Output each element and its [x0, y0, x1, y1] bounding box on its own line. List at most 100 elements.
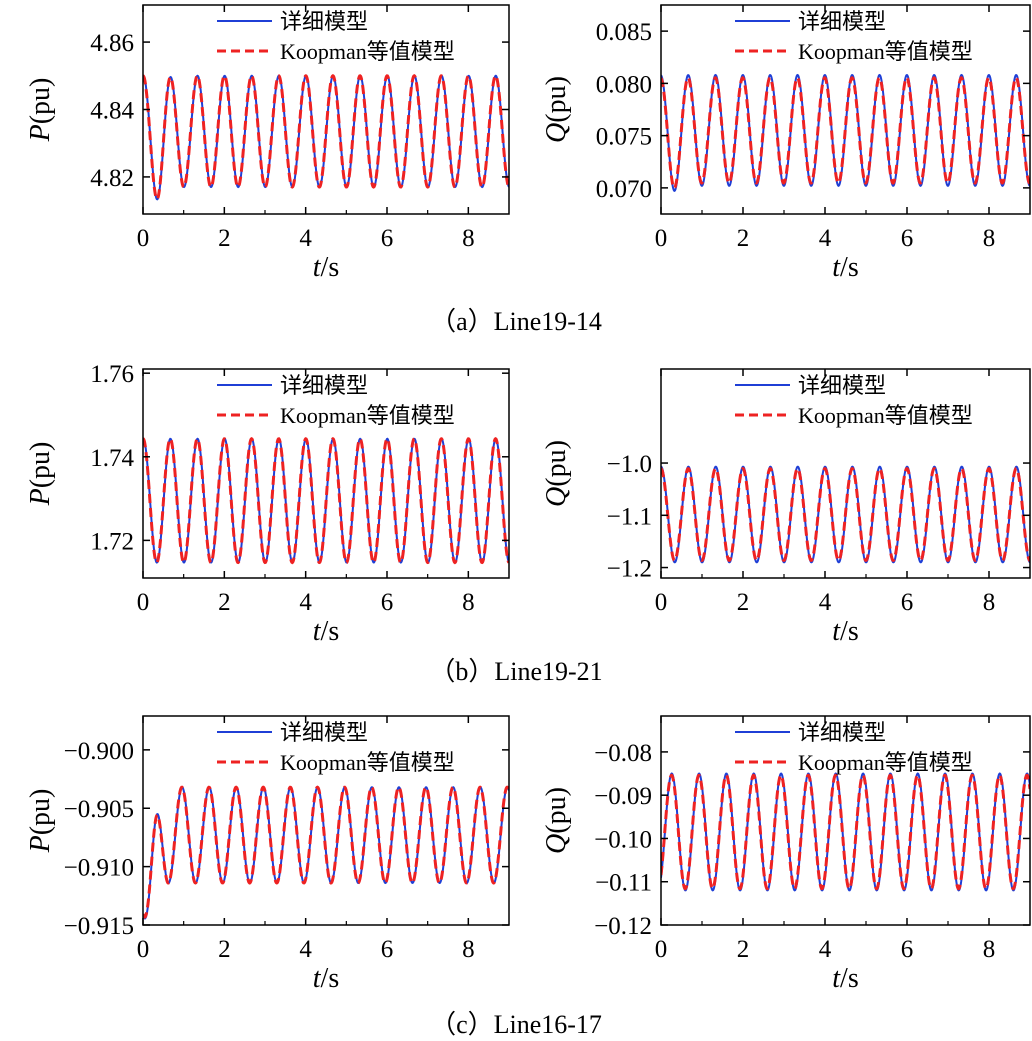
chart-c-Q: 0 2 4 6 8 −0.12 −0.11 −0.10 −0.09 −0.08 t/s Q(pu) 详细… [541, 715, 1031, 994]
plot-frame [142, 715, 510, 926]
legend-label-detailed: 详细模型 [798, 720, 886, 745]
y-tick-label: 0.075 [596, 124, 652, 151]
y-tick-label: 0.085 [596, 19, 652, 46]
series-line-koopman [661, 76, 1030, 190]
x-tick-label: 4 [299, 225, 312, 252]
x-tick-label: 2 [737, 225, 750, 252]
y-tick-label: 0.080 [596, 71, 652, 98]
chart-a-P: 0 2 4 6 8 4.82 4.84 4.86 t/s P(pu) 详细模型 Koopman等值模型 [25, 4, 510, 283]
x-tick-label: 6 [381, 936, 394, 963]
chart-c-P: 0 2 4 6 8 −0.915 −0.910 −0.905 −0.900 t/s P(pu) 详细模… [25, 715, 510, 994]
series-line-koopman [143, 74, 509, 201]
legend-label-koopman: Koopman等值模型 [798, 750, 973, 775]
y-tick-label: 1.74 [90, 445, 134, 472]
plot-frame [660, 715, 1031, 926]
legend: 详细模型 Koopman等值模型 [735, 720, 973, 775]
x-tick-label: 8 [983, 589, 996, 616]
legend-label-koopman: Koopman等值模型 [280, 39, 455, 64]
panels: 0 2 4 6 8 4.82 4.84 4.86 t/s P(pu) 详细模型 Koopman等值模型… [25, 4, 1031, 994]
y-tick-label: −0.10 [594, 826, 652, 853]
series-line-koopman [143, 437, 509, 565]
x-axis-label: t/s [832, 252, 858, 283]
x-tick-label: 4 [819, 589, 832, 616]
y-tick-label: 1.76 [90, 361, 134, 388]
x-axis-label: t/s [832, 963, 858, 994]
y-axis-label: Q(pu) [541, 76, 572, 143]
plot-frame [660, 4, 1031, 215]
series-line-koopman [661, 466, 1030, 563]
x-tick-label: 2 [218, 936, 231, 963]
x-tick-label: 0 [137, 936, 150, 963]
y-tick-label: −0.915 [64, 913, 134, 940]
x-tick-label: 0 [137, 589, 150, 616]
y-axis-label: P(pu) [25, 78, 56, 143]
x-tick-label: 0 [137, 225, 150, 252]
plot-frame [142, 368, 510, 579]
y-tick-label: −0.12 [594, 913, 652, 940]
x-tick-label: 4 [819, 225, 832, 252]
x-tick-label: 8 [462, 589, 475, 616]
y-tick-label: 0.070 [596, 176, 652, 203]
x-tick-label: 2 [737, 936, 750, 963]
legend-label-detailed: 详细模型 [798, 9, 886, 34]
x-tick-label: 4 [819, 936, 832, 963]
legend-label-koopman: Koopman等值模型 [280, 750, 455, 775]
caption-c: （c）Line16-17 [430, 1010, 602, 1039]
x-tick-label: 2 [218, 589, 231, 616]
legend-label-koopman: Koopman等值模型 [798, 403, 973, 428]
y-tick-label: −0.900 [64, 738, 134, 765]
legend: 详细模型 Koopman等值模型 [735, 9, 973, 64]
y-tick-label: 4.86 [90, 30, 134, 57]
series-line-koopman [143, 785, 509, 919]
legend: 详细模型 Koopman等值模型 [735, 373, 973, 428]
chart-b-P: 0 2 4 6 8 1.72 1.74 1.76 t/s P(pu) 详细模型 Koopman等值模型 [25, 361, 510, 647]
x-tick-label: 0 [655, 225, 668, 252]
y-axis-label: P(pu) [25, 442, 56, 507]
caption-b: （b）Line19-21 [429, 657, 602, 686]
x-tick-label: 6 [381, 589, 394, 616]
legend: 详细模型 Koopman等值模型 [217, 9, 455, 64]
x-axis-label: t/s [313, 252, 339, 283]
y-tick-label: −1.0 [607, 451, 652, 478]
plot-frame [660, 368, 1031, 579]
chart-a-Q: 0 2 4 6 8 0.070 0.075 0.080 0.085 t/s Q(pu) 详细模型 Koo… [541, 4, 1031, 283]
legend-label-koopman: Koopman等值模型 [798, 39, 973, 64]
y-tick-label: −0.905 [64, 796, 134, 823]
x-tick-label: 0 [655, 589, 668, 616]
legend: 详细模型 Koopman等值模型 [217, 720, 455, 775]
x-tick-label: 6 [901, 936, 914, 963]
y-tick-label: −0.910 [64, 855, 134, 882]
x-axis-label: t/s [832, 616, 858, 647]
x-tick-label: 4 [299, 589, 312, 616]
x-tick-label: 8 [462, 225, 475, 252]
x-tick-label: 0 [655, 936, 668, 963]
x-tick-label: 4 [299, 936, 312, 963]
y-tick-label: −0.09 [594, 783, 652, 810]
y-tick-label: −1.1 [607, 503, 652, 530]
y-axis-label: Q(pu) [541, 440, 572, 507]
y-tick-label: 4.84 [90, 98, 134, 125]
x-axis-label: t/s [313, 963, 339, 994]
x-tick-label: 6 [901, 225, 914, 252]
legend: 详细模型 Koopman等值模型 [217, 373, 455, 428]
y-axis-label: Q(pu) [541, 787, 572, 854]
legend-label-detailed: 详细模型 [798, 373, 886, 398]
y-tick-label: −0.08 [594, 740, 652, 767]
legend-label-detailed: 详细模型 [280, 373, 368, 398]
x-tick-label: 6 [381, 225, 394, 252]
legend-label-koopman: Koopman等值模型 [280, 403, 455, 428]
y-tick-label: 4.82 [90, 165, 134, 192]
x-tick-label: 8 [462, 936, 475, 963]
series-line-koopman [661, 773, 1030, 891]
y-axis-label: P(pu) [25, 789, 56, 854]
y-tick-label: −0.11 [595, 870, 652, 897]
y-tick-label: −1.2 [607, 556, 652, 583]
chart-b-Q: 0 2 4 6 8 −1.2 −1.1 −1.0 t/s Q(pu) 详细模型 Koopman等值模型 [541, 368, 1031, 647]
x-tick-label: 8 [983, 225, 996, 252]
x-tick-label: 8 [983, 936, 996, 963]
x-tick-label: 6 [901, 589, 914, 616]
x-axis-label: t/s [313, 616, 339, 647]
x-tick-label: 2 [218, 225, 231, 252]
caption-a: （a）Line19-14 [430, 307, 602, 336]
